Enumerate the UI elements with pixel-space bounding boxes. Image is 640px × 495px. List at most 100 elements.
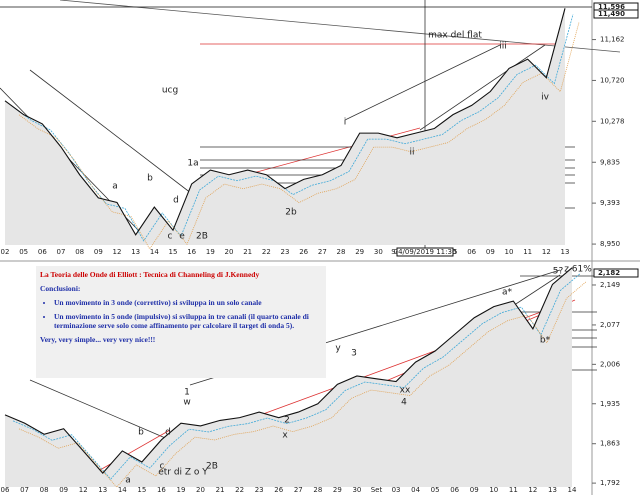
y-tick-label: 1,792 <box>600 479 620 487</box>
x-tick-label: 29 <box>355 248 364 256</box>
annotation: b <box>138 428 144 438</box>
x-tick-label: 06 <box>450 486 459 494</box>
cursor-box <box>396 247 454 257</box>
x-tick-label: 13 <box>131 248 140 256</box>
y-tick-label: 1,863 <box>600 440 620 448</box>
cursor-label: 04/09/2019 11:30 <box>394 248 457 256</box>
x-tick-label: 10 <box>489 486 498 494</box>
x-tick-label: 26 <box>274 486 283 494</box>
x-tick-label: 28 <box>337 248 346 256</box>
x-tick-label: 16 <box>187 248 196 256</box>
x-tick-label: 05 <box>19 248 28 256</box>
x-tick-label: 06 <box>467 248 476 256</box>
x-tick-label: 11 <box>523 248 532 256</box>
price-line <box>4 267 573 474</box>
annotation: w <box>183 398 190 408</box>
annotation: 2B <box>196 232 208 242</box>
x-tick-label: 12 <box>542 248 551 256</box>
trendline <box>419 44 546 131</box>
x-tick-label: 19 <box>177 486 186 494</box>
annotation: ucg <box>162 86 178 96</box>
x-tick-label: 30 <box>352 486 361 494</box>
x-tick-label: 07 <box>20 486 29 494</box>
trendline <box>29 379 171 441</box>
x-tick-label: 12 <box>79 486 88 494</box>
area <box>5 8 565 245</box>
x-tick-label: 22 <box>235 486 244 494</box>
y-tick-label: 10,278 <box>600 117 625 125</box>
note-footer: Very, very simple... very very nice!!! <box>40 335 156 344</box>
x-tick-label: 19 <box>206 248 215 256</box>
annotation: 4 <box>401 398 407 408</box>
x-tick-label: 20 <box>225 248 234 256</box>
annotation: 1a <box>187 159 198 169</box>
x-tick-label: 12 <box>528 486 537 494</box>
y-tick-label: 9,393 <box>600 199 620 207</box>
avg-line <box>18 281 587 488</box>
x-tick-label: 05 <box>431 486 440 494</box>
price-label: 2,182 <box>598 269 620 277</box>
x-tick-label: 15 <box>169 248 178 256</box>
note-heading: Conclusioni: <box>40 284 81 293</box>
annotation: ii <box>409 148 414 158</box>
x-tick-label: 02 <box>1 248 10 256</box>
y-tick-label: 10,720 <box>600 76 625 84</box>
x-tick-label: 29 <box>333 486 342 494</box>
x-tick-label: 10 <box>505 248 514 256</box>
y-tick-label: 8,950 <box>600 240 620 248</box>
annotation: a <box>125 476 131 486</box>
x-tick-label: 14 <box>118 486 127 494</box>
trendline <box>344 44 501 121</box>
x-tick-label: 21 <box>243 248 252 256</box>
x-tick-label: 14 <box>150 248 159 256</box>
x-tick-label: 30 <box>374 248 383 256</box>
x-tick-label: 13 <box>561 248 570 256</box>
x-tick-label: 27 <box>294 486 303 494</box>
price-box <box>593 268 639 278</box>
x-tick-label: 11 <box>509 486 518 494</box>
x-tick-label: 07 <box>57 248 66 256</box>
y-tick-label: 2,149 <box>600 281 620 289</box>
annotation: d <box>173 196 179 206</box>
y-tick-label: 2,077 <box>600 321 620 329</box>
trendline <box>29 69 201 201</box>
annotation: d <box>165 428 171 438</box>
x-tick-label: 14 <box>568 486 577 494</box>
x-tick-label: 23 <box>281 248 290 256</box>
trendline <box>59 0 621 53</box>
annotation: e <box>179 232 185 242</box>
note-box: La Teoria delle Onde di Elliott : Tecnic… <box>36 266 326 378</box>
price-line <box>4 8 566 236</box>
annotation: 5? <box>553 267 564 277</box>
x-tick-label: Set <box>371 486 383 494</box>
x-tick-label: 13 <box>548 486 557 494</box>
x-tick-label: 15 <box>137 486 146 494</box>
x-tick-label: 27 <box>318 248 327 256</box>
price-label: 11,490 <box>598 10 625 18</box>
x-tick-label: 08 <box>75 248 84 256</box>
note-list: Un movimento in 3 onde (correttivo) si s… <box>40 298 322 330</box>
annotation: 2b <box>285 208 297 218</box>
x-tick-label: 06 <box>38 248 47 256</box>
avg-line <box>12 273 581 480</box>
x-tick-label: 04 <box>411 486 420 494</box>
annotation: y <box>335 344 341 354</box>
x-tick-label: 09 <box>59 486 68 494</box>
annotation: 2 <box>284 416 290 426</box>
annotation: i <box>344 118 347 128</box>
annotation: b* <box>540 336 551 346</box>
x-tick-label: 09 <box>486 248 495 256</box>
annotation: iv <box>541 93 550 103</box>
y-tick-label: 11,162 <box>600 36 625 44</box>
annotation: a* <box>502 288 513 298</box>
price-label: 11,596 <box>598 3 625 11</box>
x-tick-label: 21 <box>216 486 225 494</box>
x-tick-label: 20 <box>196 486 205 494</box>
x-tick-label: 09 <box>470 486 479 494</box>
annotation: max del flat <box>428 31 482 41</box>
x-tick-label: 26 <box>299 248 308 256</box>
annotation: c <box>160 462 165 472</box>
note-bullet: Un movimento in 3 onde (correttivo) si s… <box>54 298 322 307</box>
